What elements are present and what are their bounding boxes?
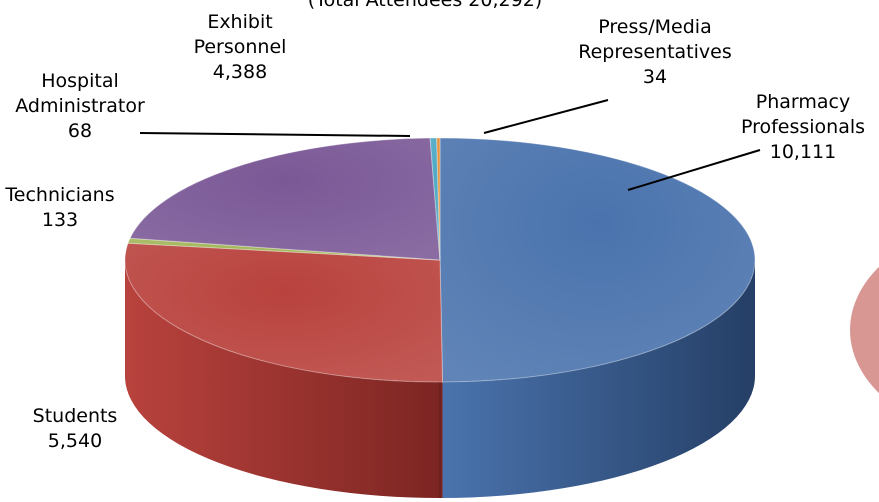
label-technicians-name: Technicians xyxy=(5,184,115,206)
label-students-name: Students xyxy=(32,405,118,427)
label-technicians: Technicians 133 xyxy=(0,183,120,233)
label-press-media-name2: Representatives xyxy=(578,41,732,63)
label-hospital-administrator-name: Hospital xyxy=(41,70,119,92)
label-pharmacy-professionals-name2: Professionals xyxy=(740,116,866,138)
leader-line-pharmacy-professionals xyxy=(627,149,761,191)
leader-line-press-media xyxy=(483,99,609,134)
label-pharmacy-professionals-value: 10,111 xyxy=(769,141,837,163)
label-students-value: 5,540 xyxy=(47,430,103,452)
label-hospital-administrator: Hospital Administrator 68 xyxy=(0,69,160,144)
label-students: Students 5,540 xyxy=(20,404,130,454)
label-hospital-administrator-name2: Administrator xyxy=(15,95,145,117)
label-exhibit-personnel-name: Exhibit xyxy=(207,11,273,33)
label-exhibit-personnel: Exhibit Personnel 4,388 xyxy=(175,10,305,85)
pie-slice-pharmacy-professionals xyxy=(439,137,756,383)
leader-lines xyxy=(139,99,761,191)
label-press-media-name: Press/Media xyxy=(598,16,712,38)
label-pharmacy-professionals-name: Pharmacy xyxy=(755,91,851,113)
pie-slice-press-media-representatives xyxy=(436,137,441,261)
pie-side-pharmacy-professionals xyxy=(442,260,755,498)
label-exhibit-personnel-name2: Personnel xyxy=(193,36,287,58)
adjacent-pie-fragment xyxy=(850,266,879,394)
pie-side-students xyxy=(125,260,443,498)
pie-slice-hospital-administrator xyxy=(429,137,441,261)
pie-slice-exhibit-personnel xyxy=(129,137,441,261)
label-technicians-value: 133 xyxy=(41,209,79,231)
label-exhibit-personnel-value: 4,388 xyxy=(212,61,268,83)
leader-line-hospital-administrator xyxy=(139,132,411,137)
label-press-media-value: 34 xyxy=(642,66,668,88)
label-hospital-administrator-value: 68 xyxy=(67,120,93,142)
pie-slice-students xyxy=(124,242,444,383)
label-press-media: Press/Media Representatives 34 xyxy=(565,15,745,90)
chart-title: (Total Attendees 20,292) xyxy=(307,0,543,11)
label-pharmacy-professionals: Pharmacy Professionals 10,111 xyxy=(733,90,873,165)
pie-slice-technicians xyxy=(127,237,441,261)
pie-side-walls xyxy=(125,260,755,498)
pie-top xyxy=(124,137,756,383)
